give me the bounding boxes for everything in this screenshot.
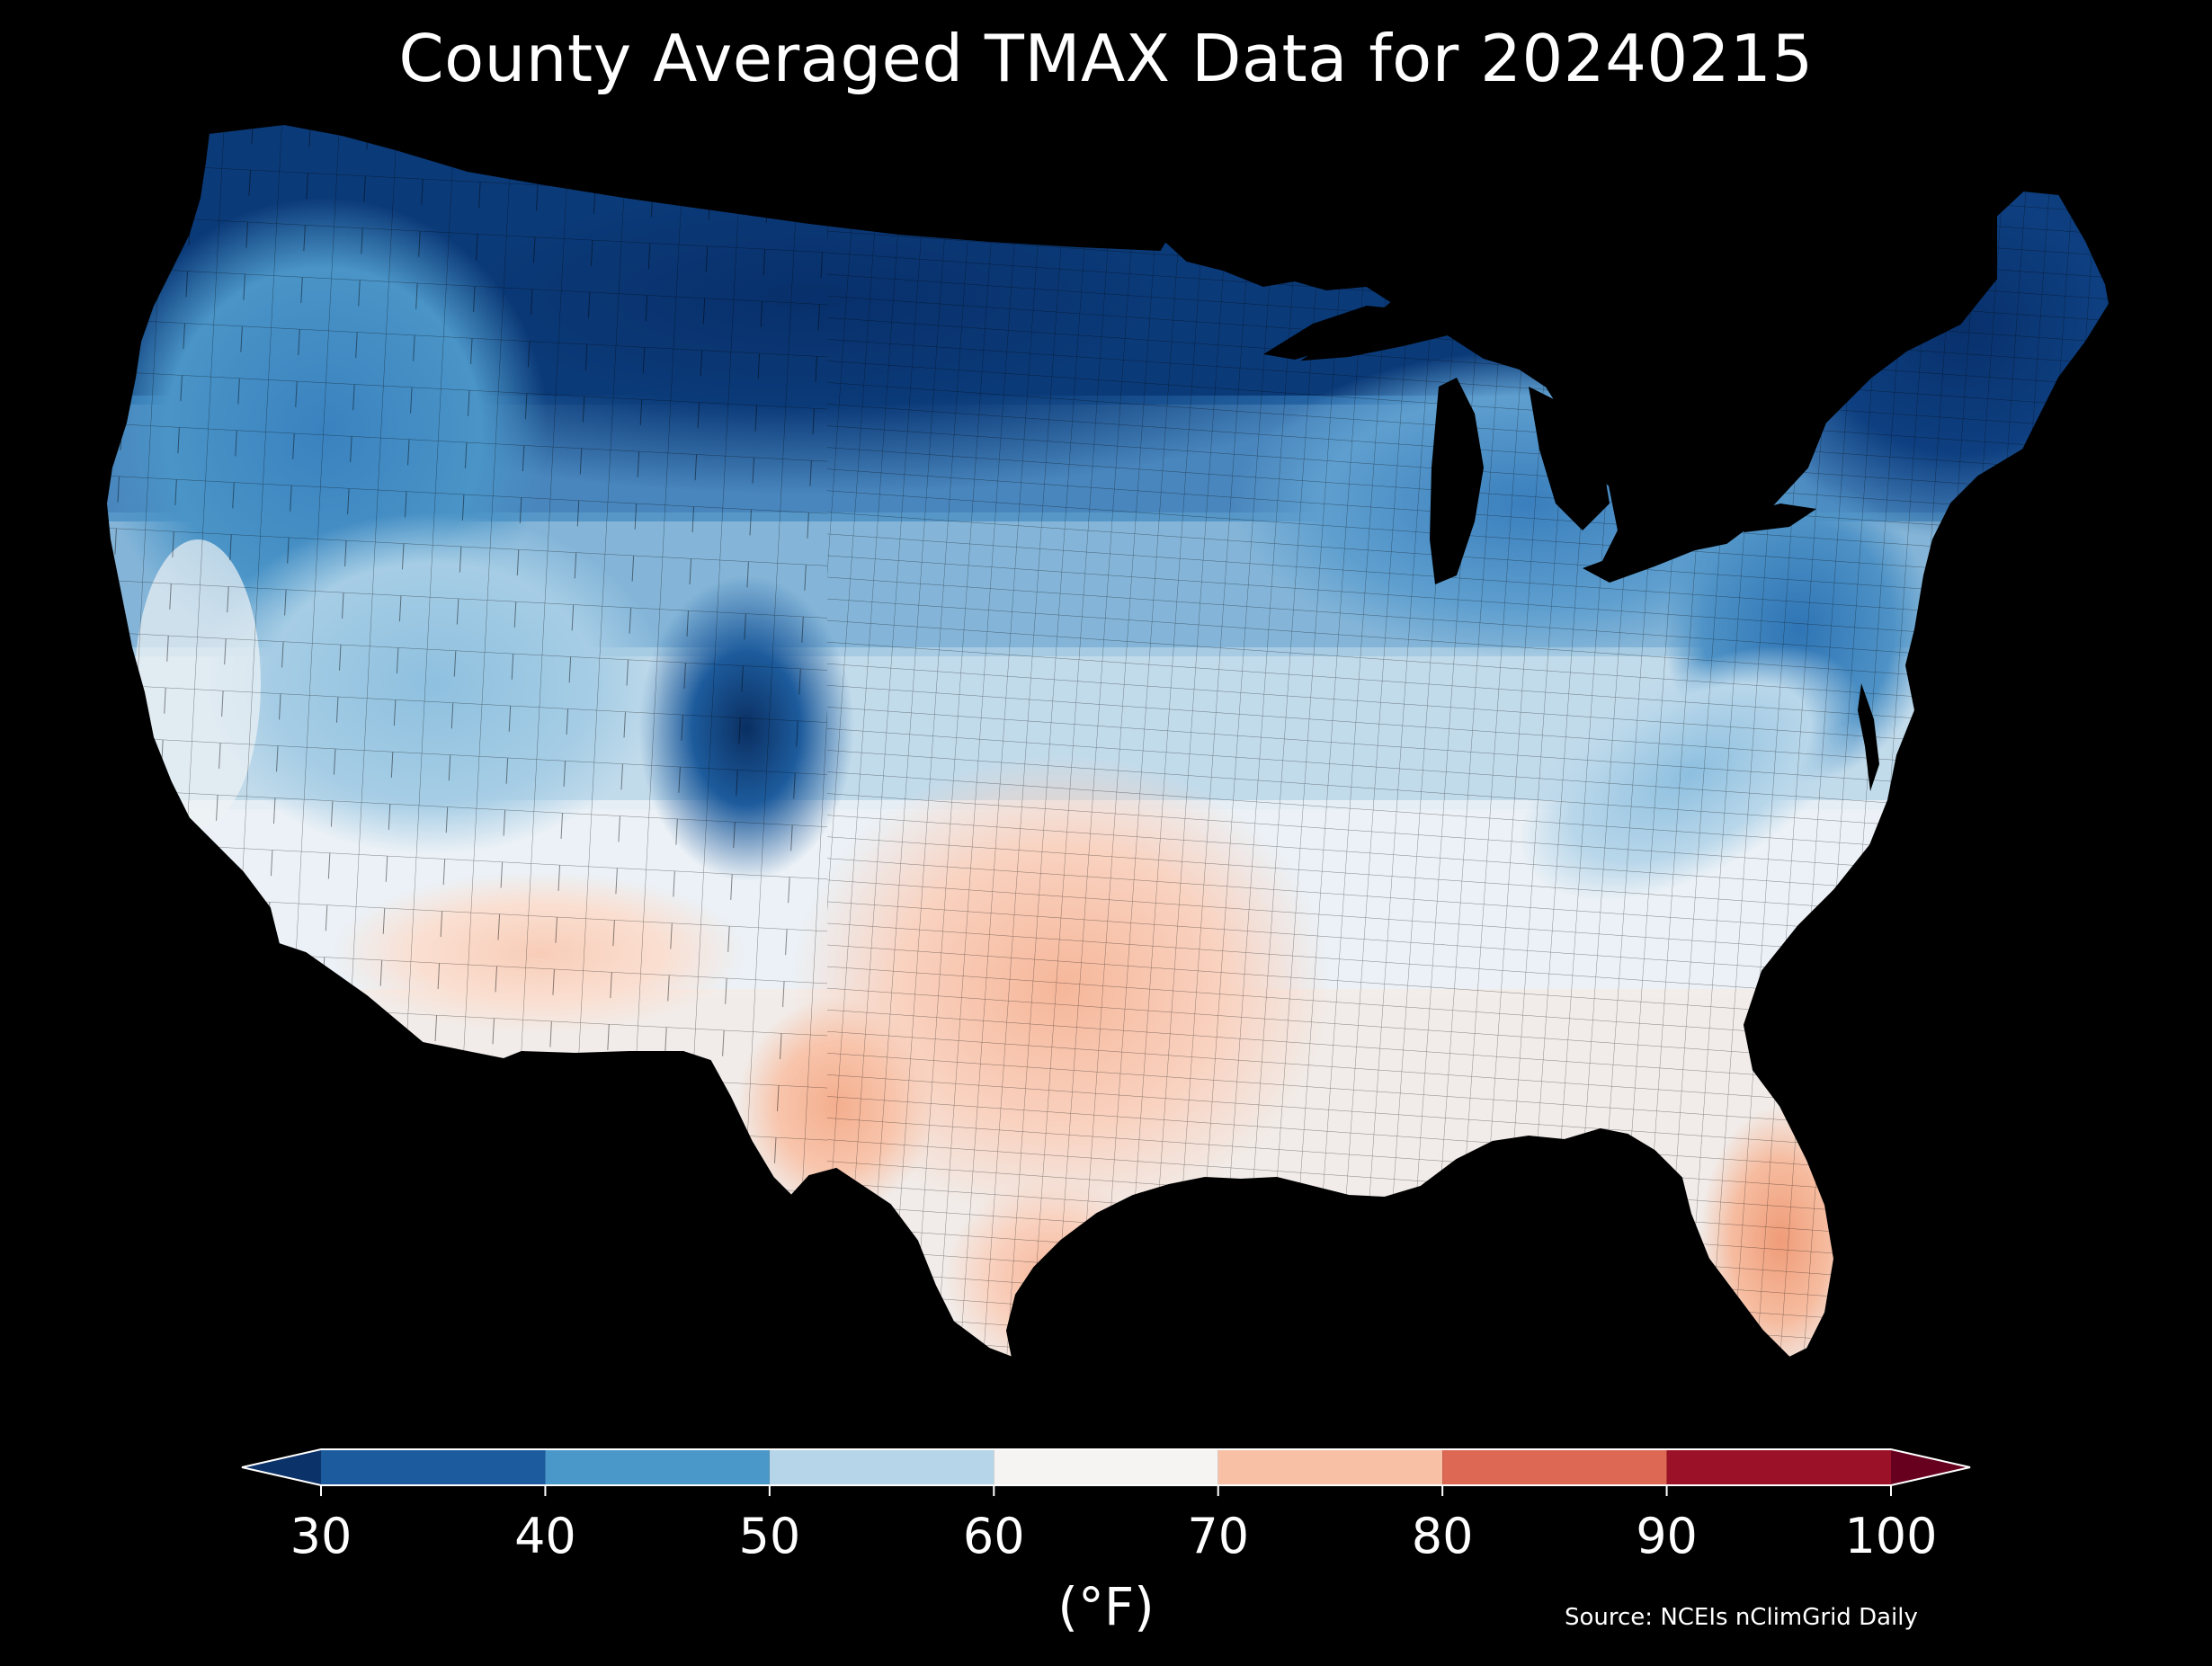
colorbar-unit-label: (°F) xyxy=(1057,1576,1155,1637)
colorbar-bin-6 xyxy=(1666,1449,1891,1485)
lake-michigan xyxy=(1430,378,1484,584)
source-note: Source: NCEIs nClimGrid Daily xyxy=(1565,1604,1918,1631)
map-title: County Averaged TMAX Data for 20240215 xyxy=(398,21,1814,96)
colorbar-tick-label: 70 xyxy=(1187,1508,1250,1564)
colorbar-bin-0 xyxy=(321,1449,546,1485)
colorbar-bin-5 xyxy=(1442,1449,1667,1485)
lake-huron xyxy=(1529,387,1610,530)
colorbar-tick-label: 100 xyxy=(1844,1508,1938,1564)
colorbar-bin-4 xyxy=(1217,1449,1443,1485)
colorbar-extend-over xyxy=(1891,1449,1970,1485)
colorbar-tick-label: 90 xyxy=(1636,1508,1698,1564)
colorbar-tick-label: 40 xyxy=(514,1508,576,1564)
colorbar-tick-label: 80 xyxy=(1411,1508,1474,1564)
lake-superior xyxy=(1263,306,1403,360)
colorbar-bin-3 xyxy=(994,1449,1218,1485)
colorbar-tick-label: 60 xyxy=(962,1508,1025,1564)
colorbar-tick-label: 30 xyxy=(290,1508,352,1564)
colorbar-extend-under xyxy=(242,1449,321,1485)
chesapeake-bay xyxy=(1858,683,1879,791)
colorbar-bin-1 xyxy=(545,1449,770,1485)
colorbar-tick-label: 50 xyxy=(738,1508,801,1564)
colorbar-bin-2 xyxy=(769,1449,995,1485)
